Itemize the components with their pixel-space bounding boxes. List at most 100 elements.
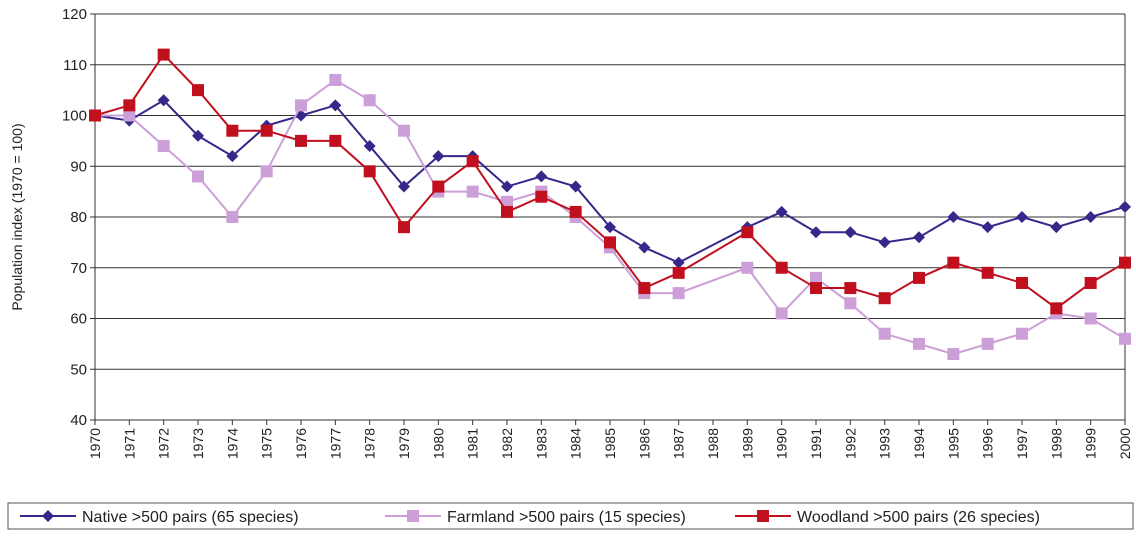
marker xyxy=(157,94,170,107)
x-tick-label: 1988 xyxy=(705,428,721,459)
marker xyxy=(981,266,994,279)
marker xyxy=(363,165,376,178)
legend-label: Woodland >500 pairs (26 species) xyxy=(797,509,1040,526)
marker xyxy=(1084,276,1097,289)
marker xyxy=(981,337,994,350)
x-tick-label: 1971 xyxy=(121,428,137,459)
marker xyxy=(192,84,204,97)
marker xyxy=(398,221,410,234)
marker xyxy=(1084,211,1097,223)
x-tick-label: 1989 xyxy=(739,428,755,459)
marker xyxy=(775,205,788,218)
marker xyxy=(295,134,307,147)
x-tick-label: 1975 xyxy=(259,428,275,459)
marker xyxy=(407,510,419,522)
x-tick-label: 1970 xyxy=(87,428,103,459)
x-tick-label: 1998 xyxy=(1048,428,1064,459)
x-tick-label: 1999 xyxy=(1083,428,1099,459)
marker xyxy=(878,236,891,249)
x-tick-label: 1978 xyxy=(362,428,378,459)
marker xyxy=(466,155,479,168)
series-line xyxy=(94,53,1126,310)
marker xyxy=(157,139,170,152)
x-tick-label: 1979 xyxy=(396,428,412,459)
x-tick-label: 1973 xyxy=(190,428,206,459)
marker xyxy=(1084,312,1097,325)
marker xyxy=(466,185,479,198)
marker xyxy=(295,99,307,112)
y-tick-label: 60 xyxy=(70,311,87,328)
marker xyxy=(741,261,754,274)
x-tick-label: 1984 xyxy=(568,428,584,459)
marker xyxy=(398,124,410,137)
marker xyxy=(226,150,239,163)
x-tick-label: 1997 xyxy=(1014,428,1030,459)
marker xyxy=(432,150,445,163)
x-tick-label: 2000 xyxy=(1117,428,1133,459)
marker xyxy=(1119,332,1131,345)
x-tick-label: 1976 xyxy=(293,428,309,459)
y-tick-label: 110 xyxy=(63,57,87,74)
marker xyxy=(1050,302,1063,315)
marker xyxy=(432,180,445,193)
marker xyxy=(569,180,582,193)
x-tick-label: 1990 xyxy=(774,428,790,459)
marker xyxy=(741,226,754,239)
x-tick-label: 1972 xyxy=(156,428,172,459)
marker xyxy=(672,266,685,279)
y-tick-label: 80 xyxy=(70,209,87,226)
marker xyxy=(226,211,239,223)
marker xyxy=(260,165,273,178)
marker xyxy=(363,94,376,107)
marker xyxy=(775,261,788,274)
marker xyxy=(226,124,239,137)
marker xyxy=(329,99,342,112)
marker xyxy=(844,297,857,310)
marker xyxy=(123,109,136,122)
marker xyxy=(1050,221,1063,234)
marker xyxy=(363,139,376,152)
x-tick-label: 1985 xyxy=(602,428,618,459)
y-tick-label: 90 xyxy=(70,158,87,175)
marker xyxy=(878,292,891,305)
marker xyxy=(913,231,925,244)
marker xyxy=(329,134,342,147)
x-tick-label: 1980 xyxy=(430,428,446,459)
marker xyxy=(878,327,891,340)
marker xyxy=(535,190,548,203)
marker xyxy=(42,510,54,522)
marker xyxy=(913,337,925,350)
marker xyxy=(844,282,857,295)
marker xyxy=(981,221,994,234)
marker xyxy=(89,109,101,122)
marker xyxy=(604,236,616,249)
marker xyxy=(569,205,582,218)
y-tick-label: 100 xyxy=(62,108,87,125)
x-tick-label: 1994 xyxy=(911,428,927,459)
marker xyxy=(398,180,410,193)
x-tick-label: 1981 xyxy=(465,428,481,459)
x-tick-label: 1986 xyxy=(636,428,652,459)
marker xyxy=(1016,276,1028,289)
x-tick-label: 1977 xyxy=(327,428,343,459)
x-tick-label: 1995 xyxy=(945,428,961,459)
x-tick-label: 1974 xyxy=(224,428,240,459)
marker xyxy=(260,124,273,137)
marker xyxy=(672,287,685,300)
marker xyxy=(192,170,204,183)
marker xyxy=(329,73,342,86)
marker xyxy=(501,180,513,193)
marker xyxy=(672,256,685,269)
marker xyxy=(501,195,513,208)
marker xyxy=(775,307,788,320)
legend-box xyxy=(7,502,1134,530)
marker xyxy=(810,271,822,284)
marker xyxy=(1119,256,1131,269)
legend-label: Native >500 pairs (65 species) xyxy=(82,509,299,526)
marker xyxy=(757,510,769,522)
marker xyxy=(947,211,960,223)
y-tick-label: 120 xyxy=(62,6,87,23)
marker xyxy=(192,129,204,142)
legend-label: Farmland >500 pairs (15 species) xyxy=(447,509,686,526)
